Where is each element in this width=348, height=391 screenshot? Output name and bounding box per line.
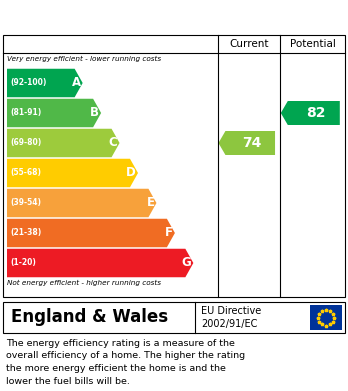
Text: 74: 74: [243, 136, 262, 150]
Polygon shape: [7, 249, 193, 277]
Text: F: F: [165, 226, 173, 240]
Polygon shape: [219, 131, 275, 155]
Text: (55-68): (55-68): [10, 169, 41, 178]
Text: The energy efficiency rating is a measure of the
overall efficiency of a home. T: The energy efficiency rating is a measur…: [6, 339, 245, 386]
Text: (21-38): (21-38): [10, 228, 41, 237]
Text: (69-80): (69-80): [10, 138, 41, 147]
Bar: [310, 305, 342, 330]
Polygon shape: [7, 129, 120, 157]
Text: (81-91): (81-91): [10, 108, 41, 118]
Polygon shape: [7, 219, 175, 247]
Text: (39-54): (39-54): [10, 199, 41, 208]
Text: EU Directive
2002/91/EC: EU Directive 2002/91/EC: [201, 306, 261, 329]
Polygon shape: [7, 159, 138, 187]
Text: Not energy efficient - higher running costs: Not energy efficient - higher running co…: [7, 280, 161, 286]
Text: G: G: [182, 256, 191, 269]
Text: (1-20): (1-20): [10, 258, 36, 267]
Polygon shape: [281, 101, 340, 125]
Text: D: D: [126, 167, 136, 179]
Polygon shape: [7, 189, 157, 217]
Bar: [3, 302, 345, 333]
Text: Potential: Potential: [290, 39, 335, 49]
Text: 82: 82: [306, 106, 325, 120]
Text: Current: Current: [229, 39, 269, 49]
Text: E: E: [147, 197, 155, 210]
Polygon shape: [7, 99, 101, 127]
Text: Energy Efficiency Rating: Energy Efficiency Rating: [10, 9, 212, 23]
Polygon shape: [7, 69, 83, 97]
Text: B: B: [90, 106, 99, 120]
Text: C: C: [109, 136, 118, 149]
Text: England & Wales: England & Wales: [11, 308, 168, 326]
Text: Very energy efficient - lower running costs: Very energy efficient - lower running co…: [7, 56, 161, 62]
Text: (92-100): (92-100): [10, 79, 46, 88]
Text: A: A: [72, 77, 81, 90]
